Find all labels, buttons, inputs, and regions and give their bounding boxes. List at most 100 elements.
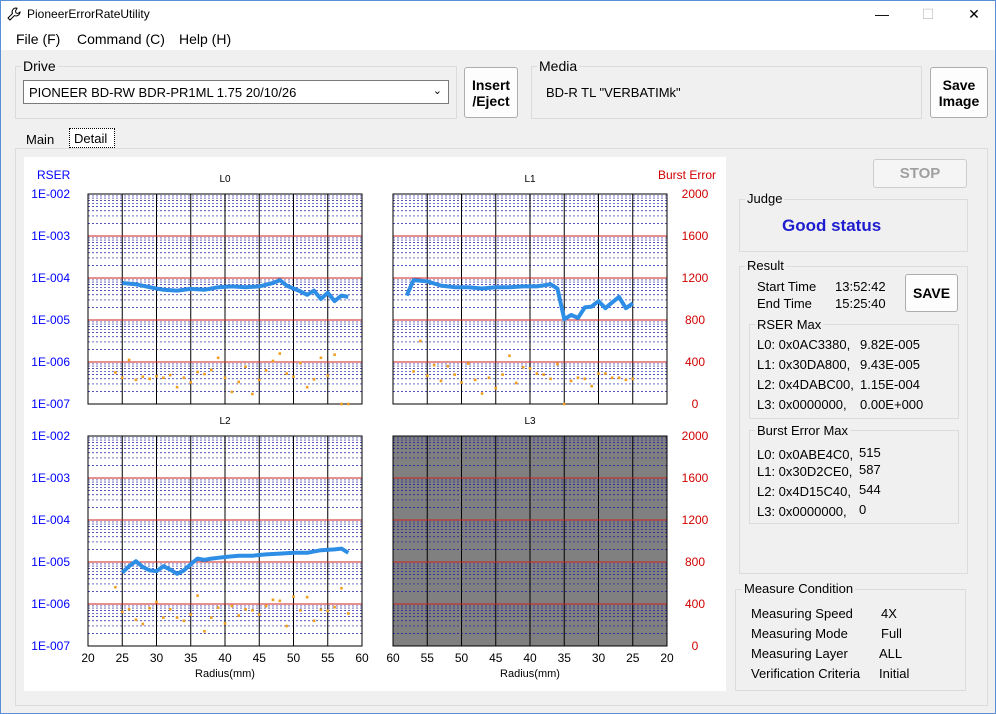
x-tick-label: 55	[321, 651, 335, 665]
burst-error-point	[508, 354, 511, 357]
chart-panel: RSER Burst Error L0 1E-002 1E-003 1E-004 1E-00…	[24, 157, 726, 691]
burst-error-point	[432, 363, 436, 367]
tab-detail[interactable]: Detail	[69, 128, 115, 148]
x-axis-title: Radius(mm)	[500, 668, 560, 680]
burst-error-point	[210, 616, 213, 619]
x-tick-label: 50	[455, 651, 469, 665]
x-tick-label: 20	[81, 651, 95, 665]
end-time-label: End Time	[757, 296, 812, 311]
burst-error-point	[340, 402, 343, 406]
rser-tick-label: 1E-002	[31, 187, 70, 201]
menu-command[interactable]: Command (C)	[77, 31, 165, 47]
burst-error-point	[597, 372, 600, 375]
x-tick-label: 35	[558, 651, 572, 665]
burst-error-point	[480, 392, 484, 395]
start-time-value: 13:52:42	[835, 279, 886, 294]
insert-eject-button[interactable]: Insert/Eject	[464, 67, 518, 118]
burst-max-l1-value: 587	[859, 462, 881, 477]
chevron-down-icon: ⌄	[432, 85, 442, 97]
burst-error-point	[299, 609, 302, 612]
layer-plot-l1: L1 2000 1600 1200 800 400 0	[392, 174, 709, 411]
rser-tick-label: 1E-002	[31, 429, 70, 443]
rser-max-l2-addr: L2: 0x4DABC00,	[757, 377, 854, 392]
close-button[interactable]: ✕	[968, 6, 980, 22]
rser-max-l0-addr: L0: 0x0AC3380,	[757, 337, 851, 352]
burst-error-point	[521, 365, 525, 369]
burst-error-point	[312, 378, 316, 381]
burst-error-point	[127, 607, 131, 611]
rser-series-line	[120, 546, 350, 576]
burst-error-point	[583, 377, 587, 381]
burst-tick-label: 1600	[682, 229, 709, 243]
measuring-speed-label: Measuring Speed	[751, 606, 853, 621]
burst-error-point	[114, 371, 117, 374]
burst-error-point	[460, 381, 463, 384]
rser-max-label: RSER Max	[755, 317, 824, 332]
burst-error-point	[155, 600, 158, 604]
burst-error-point	[244, 607, 247, 611]
tab-main[interactable]: Main	[26, 132, 55, 147]
burst-error-point	[542, 373, 545, 376]
minimize-button[interactable]: —	[875, 6, 889, 22]
rser-max-l3-value: 0.00E+000	[860, 397, 924, 412]
burst-error-point	[127, 358, 131, 362]
burst-tick-label: 0	[692, 639, 699, 653]
burst-error-point	[576, 376, 580, 380]
burst-error-point	[216, 356, 220, 360]
media-value: BD-R TL "VERBATIMk"	[546, 85, 681, 100]
burst-error-point	[244, 365, 247, 369]
burst-tick-label: 800	[685, 313, 705, 327]
insert-eject-line2: /Eject	[472, 92, 510, 109]
result-save-button[interactable]: SAVE	[905, 274, 958, 312]
wrench-icon	[7, 7, 21, 21]
burst-error-point	[203, 372, 206, 376]
menu-file[interactable]: File (F)	[16, 31, 61, 47]
burst-max-l0-addr: L0: 0x0ABE4C0,	[757, 447, 854, 462]
burst-tick-label: 2000	[682, 429, 709, 443]
x-tick-label: 35	[184, 651, 198, 665]
burst-error-point	[203, 630, 206, 633]
burst-error-point	[299, 361, 302, 365]
rser-max-group	[749, 324, 959, 419]
rser-max-l2-value: 1.15E-004	[860, 377, 920, 392]
drive-select[interactable]: PIONEER BD-RW BDR-PR1ML 1.75 20/10/26 ⌄	[23, 80, 449, 104]
burst-error-point	[216, 606, 220, 609]
layer-title: L0	[219, 174, 231, 185]
x-tick-label: 25	[116, 651, 130, 665]
judge-label: Judge	[745, 191, 785, 206]
burst-error-point	[326, 374, 330, 377]
measuring-mode-value: Full	[881, 626, 902, 641]
save-image-line2: Image	[938, 92, 980, 109]
burst-error-point	[562, 402, 566, 406]
burst-error-point	[292, 595, 295, 598]
burst-error-point	[120, 610, 124, 614]
save-image-button[interactable]: Save Image	[930, 67, 988, 118]
burst-max-l2-value: 544	[859, 482, 881, 497]
burst-error-point	[631, 377, 635, 381]
verification-criteria-label: Verification Criteria	[751, 666, 861, 681]
rser-series-line	[122, 278, 349, 304]
burst-error-point	[590, 384, 593, 388]
result-group	[739, 266, 968, 574]
stop-button[interactable]: STOP	[873, 159, 967, 188]
burst-error-point	[285, 372, 288, 375]
x-tick-label: 55	[421, 651, 435, 665]
rser-series-line	[404, 278, 634, 322]
measuring-speed-value: 4X	[881, 606, 897, 621]
rser-max-l1-value: 9.43E-005	[860, 357, 920, 372]
menu-help[interactable]: Help (H)	[179, 31, 232, 47]
burst-error-point	[271, 598, 275, 602]
burst-error-point	[168, 607, 172, 611]
judge-group	[739, 199, 968, 252]
burst-error-point	[251, 392, 254, 396]
burst-tick-label: 1600	[682, 471, 709, 485]
x-tick-label: 25	[626, 651, 640, 665]
burst-error-point	[312, 619, 316, 623]
maximize-button[interactable]: ☐	[921, 6, 935, 22]
burst-error-point	[347, 612, 350, 615]
burst-tick-label: 400	[685, 597, 705, 611]
burst-error-point	[412, 370, 415, 373]
rser-max-l3-addr: L3: 0x0000000,	[757, 397, 847, 412]
x-tick-label: 40	[523, 651, 537, 665]
plot-border	[392, 193, 668, 405]
